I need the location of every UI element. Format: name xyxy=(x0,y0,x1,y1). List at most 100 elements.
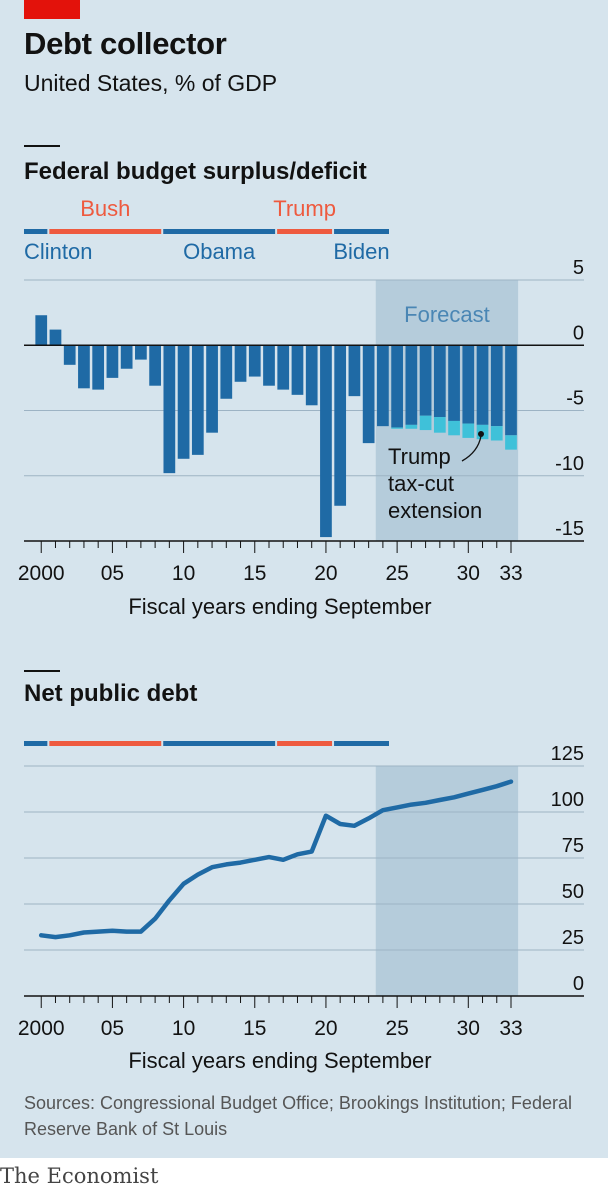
deficit-bar xyxy=(63,345,76,365)
president-term-bar xyxy=(277,229,333,234)
deficit-bar xyxy=(234,345,247,382)
x-tick-label: 05 xyxy=(101,562,124,585)
debt-chart-title: Net public debt xyxy=(24,680,198,707)
x-tick-label: 30 xyxy=(457,562,480,585)
deficit-chart-title: Federal budget surplus/deficit xyxy=(24,158,367,185)
x-tick-label: 33 xyxy=(499,1017,522,1040)
y-tick-label: 50 xyxy=(562,881,584,903)
annotation-text: extension xyxy=(388,498,482,523)
x-tick-label: 15 xyxy=(243,1017,266,1040)
deficit-bar xyxy=(78,345,90,389)
president-label: Clinton xyxy=(24,239,92,264)
x-tick-label: 15 xyxy=(243,562,266,585)
section-rule-bottom xyxy=(24,670,60,672)
president-term-bar xyxy=(49,741,162,746)
president-term-bar xyxy=(277,741,333,746)
deficit-bar xyxy=(248,345,261,377)
deficit-bar xyxy=(263,345,275,386)
deficit-bar xyxy=(135,345,147,360)
sources-note: Sources: Congressional Budget Office; Br… xyxy=(24,1093,572,1139)
deficit-bar xyxy=(120,345,133,369)
president-label: Bush xyxy=(80,196,130,221)
deficit-bar xyxy=(490,345,503,427)
tax-cut-extension-bar xyxy=(391,427,403,429)
x-tick-label: 20 xyxy=(314,562,337,585)
section-rule-top xyxy=(24,145,60,147)
y-tick-label: 125 xyxy=(551,743,584,765)
deficit-bar xyxy=(334,345,347,506)
deficit-bar xyxy=(149,345,161,386)
y-tick-label: -10 xyxy=(555,453,584,475)
deficit-bar xyxy=(35,315,48,346)
deficit-bar xyxy=(320,345,332,538)
x-tick-label: 10 xyxy=(172,1017,195,1040)
deficit-bar xyxy=(476,345,489,425)
deficit-bar xyxy=(206,345,218,433)
y-tick-label: -5 xyxy=(566,388,584,410)
deficit-bar xyxy=(92,345,105,390)
x-tick-label: 10 xyxy=(172,562,195,585)
tax-cut-extension-bar xyxy=(433,417,446,433)
deficit-bar xyxy=(177,345,190,459)
president-label: Biden xyxy=(333,239,389,264)
president-term-bar xyxy=(163,741,276,746)
deficit-bar xyxy=(362,345,375,444)
president-term-bar xyxy=(24,229,48,234)
president-term-bar xyxy=(334,741,389,746)
economist-red-tag xyxy=(24,0,80,19)
tax-cut-extension-bar xyxy=(505,435,517,450)
deficit-bar xyxy=(448,345,460,421)
tax-cut-extension-bar xyxy=(462,423,475,438)
deficit-bar xyxy=(291,345,304,395)
x-tick-label: 30 xyxy=(457,1017,480,1040)
president-label: Trump xyxy=(273,196,336,221)
page-title: Debt collector xyxy=(24,26,227,61)
annotation-dot xyxy=(478,431,484,437)
y-tick-label: 0 xyxy=(573,973,584,995)
x-tick-label: 2000 xyxy=(18,1017,65,1040)
x-tick-label: 2000 xyxy=(18,562,65,585)
deficit-chart: Clinton Bush Obama Trump Biden Forecast 5 0 -5 -1… xyxy=(18,196,584,585)
annotation-text: tax-cut xyxy=(388,471,454,496)
deficit-bar xyxy=(433,345,446,418)
president-term-bar xyxy=(163,229,276,234)
deficit-bar xyxy=(163,345,176,474)
x-tick-label: 20 xyxy=(314,1017,337,1040)
y-tick-label: 0 xyxy=(573,322,584,344)
deficit-bar xyxy=(277,345,290,390)
deficit-bar xyxy=(419,345,432,416)
tax-cut-extension-bar xyxy=(419,415,432,431)
deficit-bar xyxy=(106,345,119,378)
deficit-x-axis-title: Fiscal years ending September xyxy=(128,594,432,619)
deficit-bar xyxy=(49,329,62,346)
x-tick-label: 33 xyxy=(499,562,522,585)
president-term-bar xyxy=(49,229,162,234)
debt-chart: 125 100 75 50 25 0 2000 05 10 15 20 25 30 33 xyxy=(18,741,584,1040)
deficit-bar xyxy=(391,345,403,428)
president-term-bar xyxy=(334,229,389,234)
deficit-bar xyxy=(505,345,517,436)
economist-brand: The Economist xyxy=(0,1164,159,1188)
deficit-bar xyxy=(462,345,475,424)
y-tick-label: 75 xyxy=(562,835,584,857)
deficit-bar xyxy=(377,345,389,427)
x-tick-label: 25 xyxy=(385,562,408,585)
y-tick-label: 100 xyxy=(551,789,584,811)
tax-cut-extension-bar xyxy=(405,424,418,429)
annotation-leader xyxy=(461,435,482,462)
x-tick-label: 05 xyxy=(101,1017,124,1040)
debt-line xyxy=(38,779,514,940)
tax-cut-extension-bar xyxy=(490,426,503,441)
deficit-bar xyxy=(348,345,361,397)
y-tick-label: -15 xyxy=(555,518,584,540)
forecast-shading xyxy=(375,766,519,996)
forecast-label: Forecast xyxy=(404,302,490,327)
deficit-bar xyxy=(220,345,233,399)
y-tick-label: 5 xyxy=(573,257,584,279)
president-term-bar xyxy=(24,741,48,746)
x-tick-label: 25 xyxy=(385,1017,408,1040)
deficit-bar xyxy=(305,345,318,406)
deficit-bar xyxy=(405,345,418,425)
debt-x-axis-title: Fiscal years ending September xyxy=(128,1048,432,1073)
deficit-bar xyxy=(191,345,204,455)
